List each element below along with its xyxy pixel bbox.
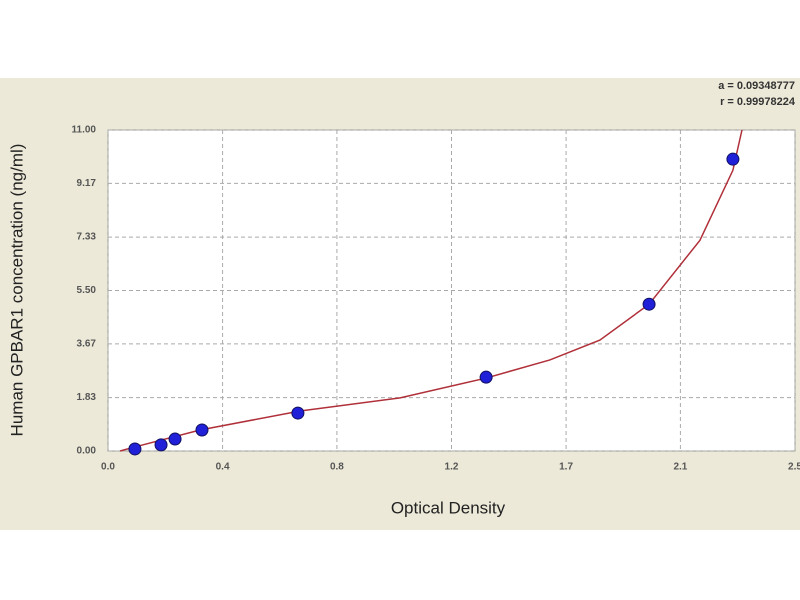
y-axis-title: Human GPBAR1 concentration (ng/ml) (7, 144, 26, 437)
annotation: r = 0.99978224 (720, 96, 796, 108)
y-tick-label: 1.83 (77, 392, 97, 403)
point (291, 406, 305, 420)
point (128, 442, 142, 456)
x-tick-label: 0.4 (216, 462, 230, 473)
x-tick-label: 1.2 (445, 462, 459, 473)
x-tick-label: 2.1 (673, 462, 687, 473)
y-tick-label: 5.50 (77, 285, 97, 296)
fit-curve (119, 129, 743, 452)
x-tick-label: 0.8 (330, 462, 344, 473)
x-tick-label: 1.7 (559, 462, 573, 473)
x-tick-label: 2.5 (788, 462, 800, 473)
point (642, 297, 656, 311)
y-tick-label: 9.17 (77, 178, 97, 189)
y-tick-label: 3.67 (77, 339, 97, 350)
annotation: a = 0.09348777 (718, 80, 795, 92)
point (168, 432, 182, 446)
y-tick-label: 11.00 (72, 125, 97, 136)
x-tick-label: 0.0 (101, 462, 115, 473)
y-tick-label: 7.33 (77, 232, 97, 243)
point (479, 370, 493, 384)
point (726, 152, 740, 166)
x-axis-title: Optical Density (391, 498, 506, 517)
point (195, 423, 209, 437)
point (154, 438, 168, 452)
y-tick-label: 0.00 (77, 446, 97, 457)
